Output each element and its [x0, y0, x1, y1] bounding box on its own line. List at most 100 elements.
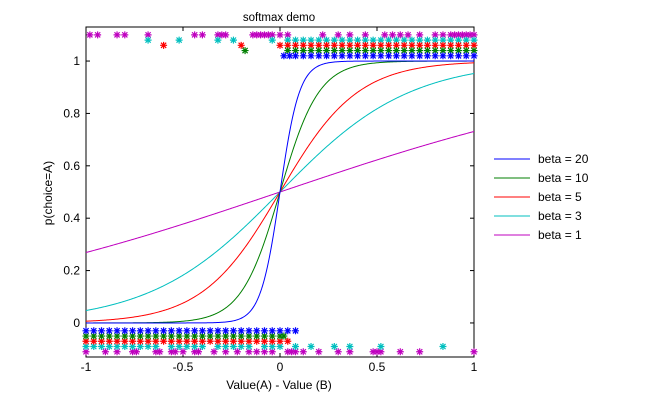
choice-marker-a — [94, 31, 102, 39]
choice-marker-b — [292, 348, 300, 356]
choice-marker-a — [392, 36, 400, 44]
choice-marker-b — [268, 332, 276, 340]
choice-marker-b — [98, 343, 106, 351]
choice-marker-a — [237, 41, 245, 49]
choice-marker-a — [253, 31, 261, 39]
choice-marker-b — [90, 327, 98, 335]
choice-marker-a — [431, 47, 439, 55]
choice-marker-b — [222, 348, 230, 356]
choice-marker-a — [416, 41, 424, 49]
choice-marker-a — [299, 36, 307, 44]
choice-marker-b — [284, 337, 292, 345]
choice-marker-a — [392, 41, 400, 49]
y-tick-label: 0.2 — [63, 264, 80, 278]
choice-marker-a — [121, 31, 129, 39]
choice-marker-b — [416, 348, 424, 356]
choice-marker-a — [369, 41, 377, 49]
choice-marker-b — [105, 332, 113, 340]
choice-marker-a — [292, 47, 300, 55]
choice-marker-a — [307, 41, 315, 49]
choice-marker-b — [229, 337, 237, 345]
choice-marker-b — [307, 343, 315, 351]
choice-marker-a — [431, 41, 439, 49]
choice-marker-b — [210, 348, 218, 356]
choice-marker-b — [373, 348, 381, 356]
choice-marker-b — [98, 337, 106, 345]
choice-marker-a — [423, 41, 431, 49]
choice-marker-a — [361, 41, 369, 49]
choice-marker-a — [369, 36, 377, 44]
choice-marker-a — [377, 52, 385, 60]
choice-marker-a — [361, 31, 369, 39]
choice-marker-b — [175, 343, 183, 351]
choice-marker-a — [315, 41, 323, 49]
choice-marker-a — [338, 41, 346, 49]
choice-marker-b — [175, 332, 183, 340]
choice-marker-b — [113, 343, 121, 351]
choice-marker-a — [315, 47, 323, 55]
choice-marker-b — [214, 327, 222, 335]
choice-marker-a — [144, 31, 152, 39]
choice-marker-a — [346, 47, 354, 55]
choice-marker-b — [144, 332, 152, 340]
choice-marker-a — [175, 36, 183, 44]
choice-marker-a — [338, 47, 346, 55]
choice-marker-b — [214, 337, 222, 345]
choice-marker-a — [458, 31, 466, 39]
choice-marker-b — [152, 343, 160, 351]
choice-marker-a — [323, 52, 331, 60]
choice-marker-a — [385, 41, 393, 49]
choice-marker-b — [160, 327, 168, 335]
choice-marker-a — [377, 36, 385, 44]
choice-marker-b — [253, 348, 261, 356]
choice-marker-b — [222, 327, 230, 335]
choice-marker-b — [82, 337, 90, 345]
choice-marker-b — [129, 332, 137, 340]
choice-marker-b — [260, 327, 268, 335]
choice-marker-b — [198, 327, 206, 335]
choice-marker-a — [454, 41, 462, 49]
legend-label: beta = 20 — [538, 152, 589, 166]
choice-marker-b — [268, 327, 276, 335]
y-tick-label: 0.8 — [63, 106, 80, 120]
choice-marker-b — [171, 348, 179, 356]
choice-marker-b — [129, 337, 137, 345]
choice-marker-a — [470, 41, 478, 49]
choice-marker-a — [268, 36, 276, 44]
choice-marker-a — [381, 31, 389, 39]
choice-marker-b — [136, 332, 144, 340]
choice-marker-b — [245, 348, 253, 356]
choice-marker-b — [98, 332, 106, 340]
choice-marker-b — [346, 348, 354, 356]
choice-marker-b — [191, 348, 199, 356]
choice-marker-a — [307, 47, 315, 55]
choice-marker-a — [198, 31, 206, 39]
choice-marker-b — [237, 332, 245, 340]
choice-marker-a — [257, 31, 265, 39]
choice-marker-a — [451, 31, 459, 39]
choice-marker-b — [90, 337, 98, 345]
choice-marker-b — [129, 327, 137, 335]
choice-marker-b — [198, 337, 206, 345]
choice-marker-a — [354, 52, 362, 60]
choice-marker-a — [346, 31, 354, 39]
choice-marker-a — [264, 31, 272, 39]
choice-marker-b — [167, 348, 175, 356]
choice-marker-b — [152, 332, 160, 340]
choice-marker-b — [439, 343, 447, 351]
choice-marker-b — [268, 337, 276, 345]
choice-marker-b — [195, 348, 203, 356]
choice-marker-a — [408, 52, 416, 60]
choice-marker-b — [377, 348, 385, 356]
choice-marker-a — [214, 31, 222, 39]
choice-marker-b — [260, 343, 268, 351]
choice-marker-b — [206, 332, 214, 340]
choice-marker-b — [284, 348, 292, 356]
choice-marker-a — [447, 41, 455, 49]
choice-marker-b — [245, 327, 253, 335]
choice-marker-a — [470, 31, 478, 39]
choice-marker-a — [423, 47, 431, 55]
choice-marker-a — [346, 52, 354, 60]
choice-marker-a — [307, 36, 315, 44]
